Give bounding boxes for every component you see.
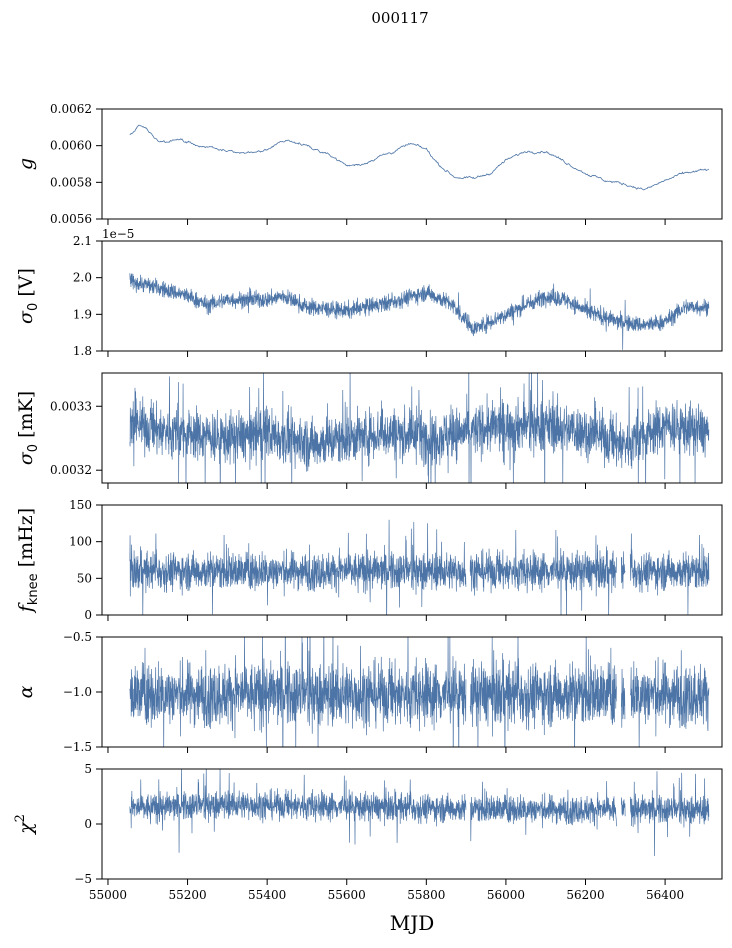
series-line-chi2 [629,771,710,857]
y-tick-label: −0.5 [63,630,92,644]
y-axis-label-chi2: χ2 [13,814,37,836]
series-line-sigma0-v [129,273,710,350]
axes-frame [101,240,723,352]
panel-alpha: −1.5 −1.0 −0.5 α [15,630,723,754]
y-tick-label: 0.0060 [50,139,92,153]
y-offset-text: 1e−5 [102,227,134,241]
y-label-unit: [mK] [15,391,37,444]
y-axis-label-alpha: α [15,685,37,698]
y-tick-label: 1.9 [73,307,92,321]
y-label-superscript: 2 [13,814,28,822]
y-tick-label: 2.0 [73,271,92,285]
series-line-chi2 [469,781,617,842]
series-line-alpha [129,637,467,747]
y-tick-label: 0.0062 [50,102,92,116]
y-axis-label-sigma0-v: σ0 [V] [15,268,41,324]
y-tick-label: 0.0058 [50,175,92,189]
y-tick-label: 0.0032 [50,463,92,477]
y-label-symbol: g [15,158,37,170]
x-tick-label: 56400 [646,888,684,902]
y-label-symbol: σ [15,310,37,324]
y-tick-label: 2.1 [73,234,92,248]
y-label-symbol: χ [15,821,37,836]
y-tick-label: −1.0 [63,685,92,699]
y-axis-label-sigma0-mk: σ0 [mK] [15,391,41,465]
y-axis-label-fknee: fknee [mHz] [15,508,41,614]
y-label-symbol: σ [15,451,37,465]
x-tick-label: 55800 [407,888,445,902]
y-label-symbol: α [15,685,37,698]
series-line-chi2 [621,797,626,817]
y-label-subscript: knee [26,573,41,605]
y-tick-label: 0 [84,817,92,831]
series-line-alpha [629,650,710,747]
panel-chi2: −5 0 5 55000 55200 55400 55600 55800 56000 56200 5… [13,762,723,902]
panel-g: 0.0056 0.0058 0.0060 0.0062 g [15,102,723,226]
y-label-symbol: f [15,602,37,614]
y-tick-label: 1.8 [73,344,92,358]
panel-sigma0-v: 1.8 1.9 2.0 2.1 1e−5 σ0 [V] [15,227,723,358]
chart-title: 000117 [371,9,428,27]
series-line-chi2 [129,769,467,853]
y-tick-label: −5 [74,872,92,886]
y-axis-label-g: g [15,158,37,170]
series-line-g [129,124,710,191]
y-tick-label: 0.0056 [50,212,92,226]
panel-sigma0-mk: 0.0032 0.0033 σ0 [mK] [15,372,723,489]
series-line-fknee [129,519,467,615]
x-tick-label: 56200 [566,888,604,902]
y-tick-label: −1.5 [63,740,92,754]
series-line-fknee [629,533,710,615]
axes-frame [101,372,723,484]
y-tick-label: 0.0033 [50,399,92,413]
series-line-sigma0-mk [129,373,710,483]
series-line-alpha [469,637,617,747]
y-label-unit: [mHz] [15,508,37,573]
y-tick-label: 150 [69,498,92,512]
y-tick-label: 50 [77,571,92,585]
x-tick-label: 55600 [328,888,366,902]
series-line-fknee [620,551,626,589]
series-line-fknee [469,529,617,615]
x-axis-label: MJD [390,911,435,935]
x-tick-label: 56000 [487,888,525,902]
panel-fknee: 0 50 100 150 fknee [mHz] [15,498,723,622]
axes-frame [101,504,723,616]
y-label-subscript: 0 [26,303,41,311]
x-tick-label: 55400 [248,888,286,902]
y-label-subscript: 0 [26,444,41,452]
y-tick-label: 5 [84,762,92,776]
x-tick-label: 55200 [168,888,206,902]
y-tick-label: 100 [69,535,92,549]
y-tick-label: 0 [84,608,92,622]
y-label-unit: [V] [15,268,37,303]
x-tick-label: 55000 [89,888,127,902]
series-line-alpha [621,669,626,728]
axes-frame [101,768,723,880]
axes-frame [101,108,723,220]
